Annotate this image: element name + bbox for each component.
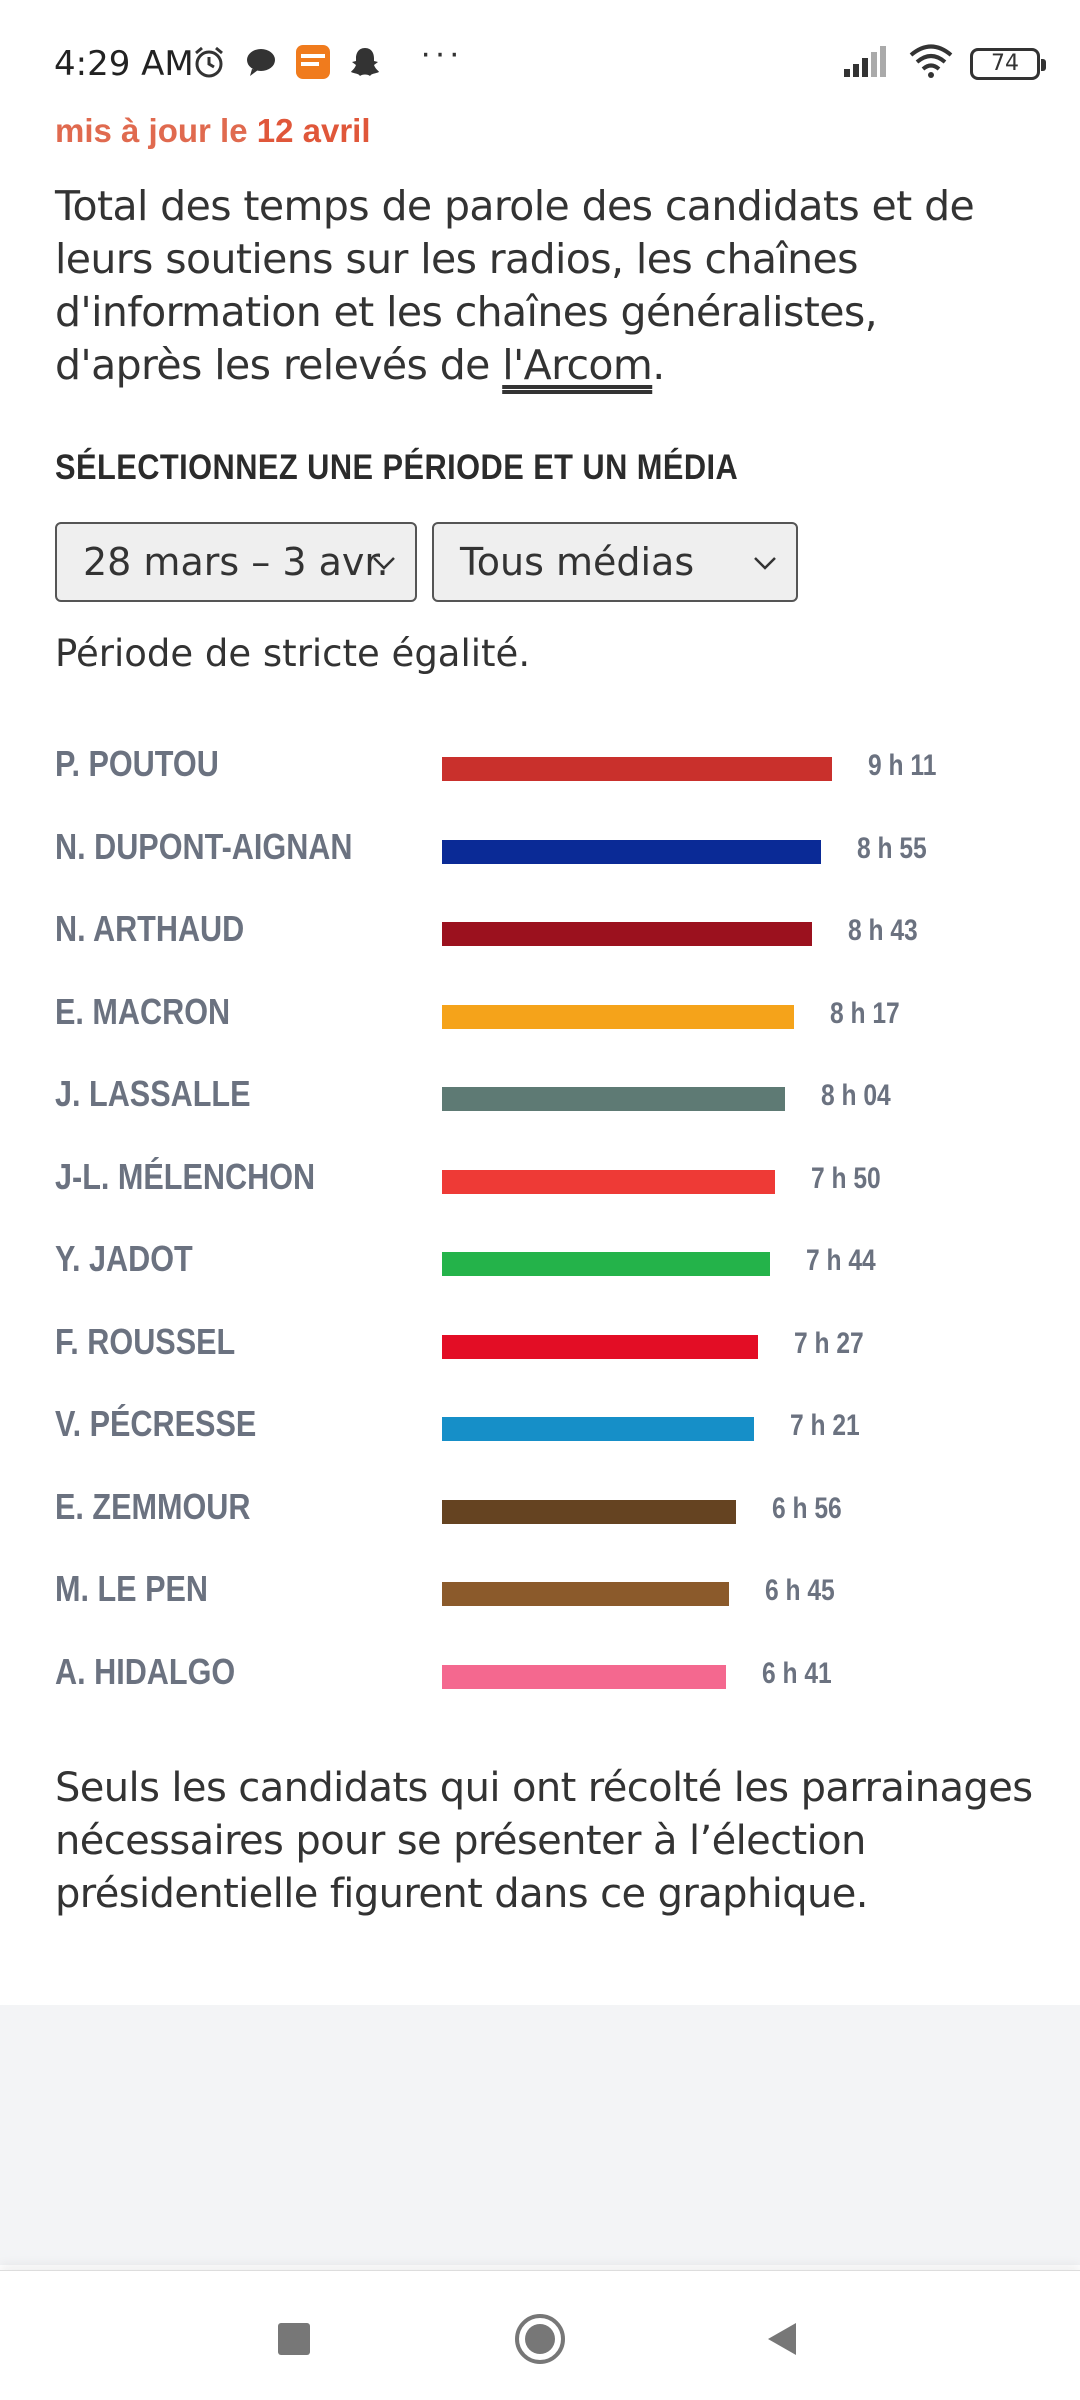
period-select-value: 28 mars – 3 avr.: [83, 540, 389, 584]
chart-bar: [442, 1665, 726, 1689]
chart-bar: [442, 1252, 770, 1276]
chart-bar: [442, 1170, 775, 1194]
candidate-name: A. HIDALGO: [55, 1651, 236, 1692]
chart-row: A. HIDALGO 6 h 41: [0, 1643, 1080, 1703]
chart-row: V. PÉCRESSE 7 h 21: [0, 1395, 1080, 1455]
chart-bar: [442, 840, 821, 864]
arcom-link[interactable]: l'Arcom: [502, 341, 653, 389]
status-icons-left: ···: [190, 34, 463, 81]
candidate-name: M. LE PEN: [55, 1568, 209, 1609]
chart-bar: [442, 1582, 729, 1606]
chart-bar: [442, 1500, 736, 1524]
status-more-icon: ···: [420, 34, 463, 72]
wifi-icon: [908, 44, 954, 83]
bar-value-label: 8 h 43: [848, 914, 918, 947]
footnote: Seuls les candidats qui ont récolté les …: [55, 1765, 1033, 1917]
updated-prefix: mis à jour le: [55, 112, 257, 149]
chart-row: J. LASSALLE 8 h 04: [0, 1065, 1080, 1125]
chart-bar: [442, 1005, 794, 1029]
bar-value-label: 6 h 45: [765, 1574, 835, 1607]
updated-date: mis à jour le 12 avril: [55, 112, 371, 150]
back-triangle-icon[interactable]: [752, 2309, 812, 2369]
candidate-name: E. MACRON: [55, 991, 231, 1032]
bar-value-label: 7 h 27: [794, 1327, 864, 1360]
chevron-down-icon: [754, 557, 776, 570]
candidate-name: N. ARTHAUD: [55, 908, 245, 949]
select-heading: SÉLECTIONNEZ UNE PÉRIODE ET UN MÉDIA: [55, 448, 739, 487]
chart-row: P. POUTOU 9 h 11: [0, 735, 1080, 795]
chart-bar: [442, 1335, 758, 1359]
chart-row: N. DUPONT-AIGNAN 8 h 55: [0, 818, 1080, 878]
chart-row: F. ROUSSEL 7 h 27: [0, 1313, 1080, 1373]
bar-value-label: 7 h 50: [811, 1162, 881, 1195]
bar-value-label: 6 h 56: [772, 1492, 842, 1525]
bar-value-label: 7 h 44: [806, 1244, 876, 1277]
candidate-name: V. PÉCRESSE: [55, 1403, 257, 1444]
bar-value-label: 7 h 21: [790, 1409, 860, 1442]
candidate-name: J. LASSALLE: [55, 1073, 251, 1114]
status-icons-right: 74: [842, 44, 1046, 83]
chart-bar: [442, 1087, 785, 1111]
updated-date-value: 12 avril: [256, 112, 371, 149]
media-select-value: Tous médias: [460, 540, 695, 584]
chart-row: N. ARTHAUD 8 h 43: [0, 900, 1080, 960]
chart-row: Y. JADOT 7 h 44: [0, 1230, 1080, 1290]
chart-row: E. MACRON 8 h 17: [0, 983, 1080, 1043]
candidate-name: Y. JADOT: [55, 1238, 193, 1279]
chart-bar: [442, 922, 812, 946]
chevron-down-icon: [373, 557, 395, 570]
signal-icon: [842, 45, 892, 82]
bar-value-label: 8 h 04: [821, 1079, 891, 1112]
chart-row: M. LE PEN 6 h 45: [0, 1560, 1080, 1620]
system-nav-bar: [0, 2270, 1080, 2400]
app-badge-icon: [294, 43, 332, 81]
candidate-name: P. POUTOU: [55, 743, 219, 784]
bar-value-label: 8 h 17: [830, 997, 900, 1030]
candidate-name: J-L. MÉLENCHON: [55, 1156, 316, 1197]
recents-square-icon[interactable]: [264, 2309, 324, 2369]
chart-row: E. ZEMMOUR 6 h 56: [0, 1478, 1080, 1538]
period-note: Période de stricte égalité.: [55, 632, 531, 675]
speaking-time-chart: P. POUTOU 9 h 11 N. DUPONT-AIGNAN 8 h 55 N. …: [0, 720, 1080, 1700]
snapchat-icon: [346, 43, 384, 81]
status-bar: 4:29 AM ··· 74: [0, 0, 1080, 120]
media-select[interactable]: Tous médias: [432, 522, 798, 602]
chart-row: J-L. MÉLENCHON 7 h 50: [0, 1148, 1080, 1208]
intro-end: .: [652, 341, 665, 389]
candidate-name: F. ROUSSEL: [55, 1321, 236, 1362]
candidate-name: E. ZEMMOUR: [55, 1486, 251, 1527]
chat-bubble-icon: [242, 43, 280, 81]
chart-bar: [442, 1417, 754, 1441]
intro-paragraph: Total des temps de parole des candidats …: [55, 180, 1035, 392]
candidate-name: N. DUPONT-AIGNAN: [55, 826, 353, 867]
page-footer-area: [0, 2005, 1080, 2265]
bar-value-label: 9 h 11: [868, 749, 937, 782]
bar-value-label: 6 h 41: [762, 1657, 832, 1690]
intro-text: Total des temps de parole des candidats …: [55, 182, 975, 389]
chart-bar: [442, 757, 832, 781]
status-time: 4:29 AM: [54, 44, 194, 84]
home-circle-icon[interactable]: [510, 2309, 570, 2369]
battery-icon: 74: [970, 47, 1046, 80]
alarm-icon: [190, 43, 228, 81]
period-select[interactable]: 28 mars – 3 avr.: [55, 522, 417, 602]
bar-value-label: 8 h 55: [857, 832, 927, 865]
